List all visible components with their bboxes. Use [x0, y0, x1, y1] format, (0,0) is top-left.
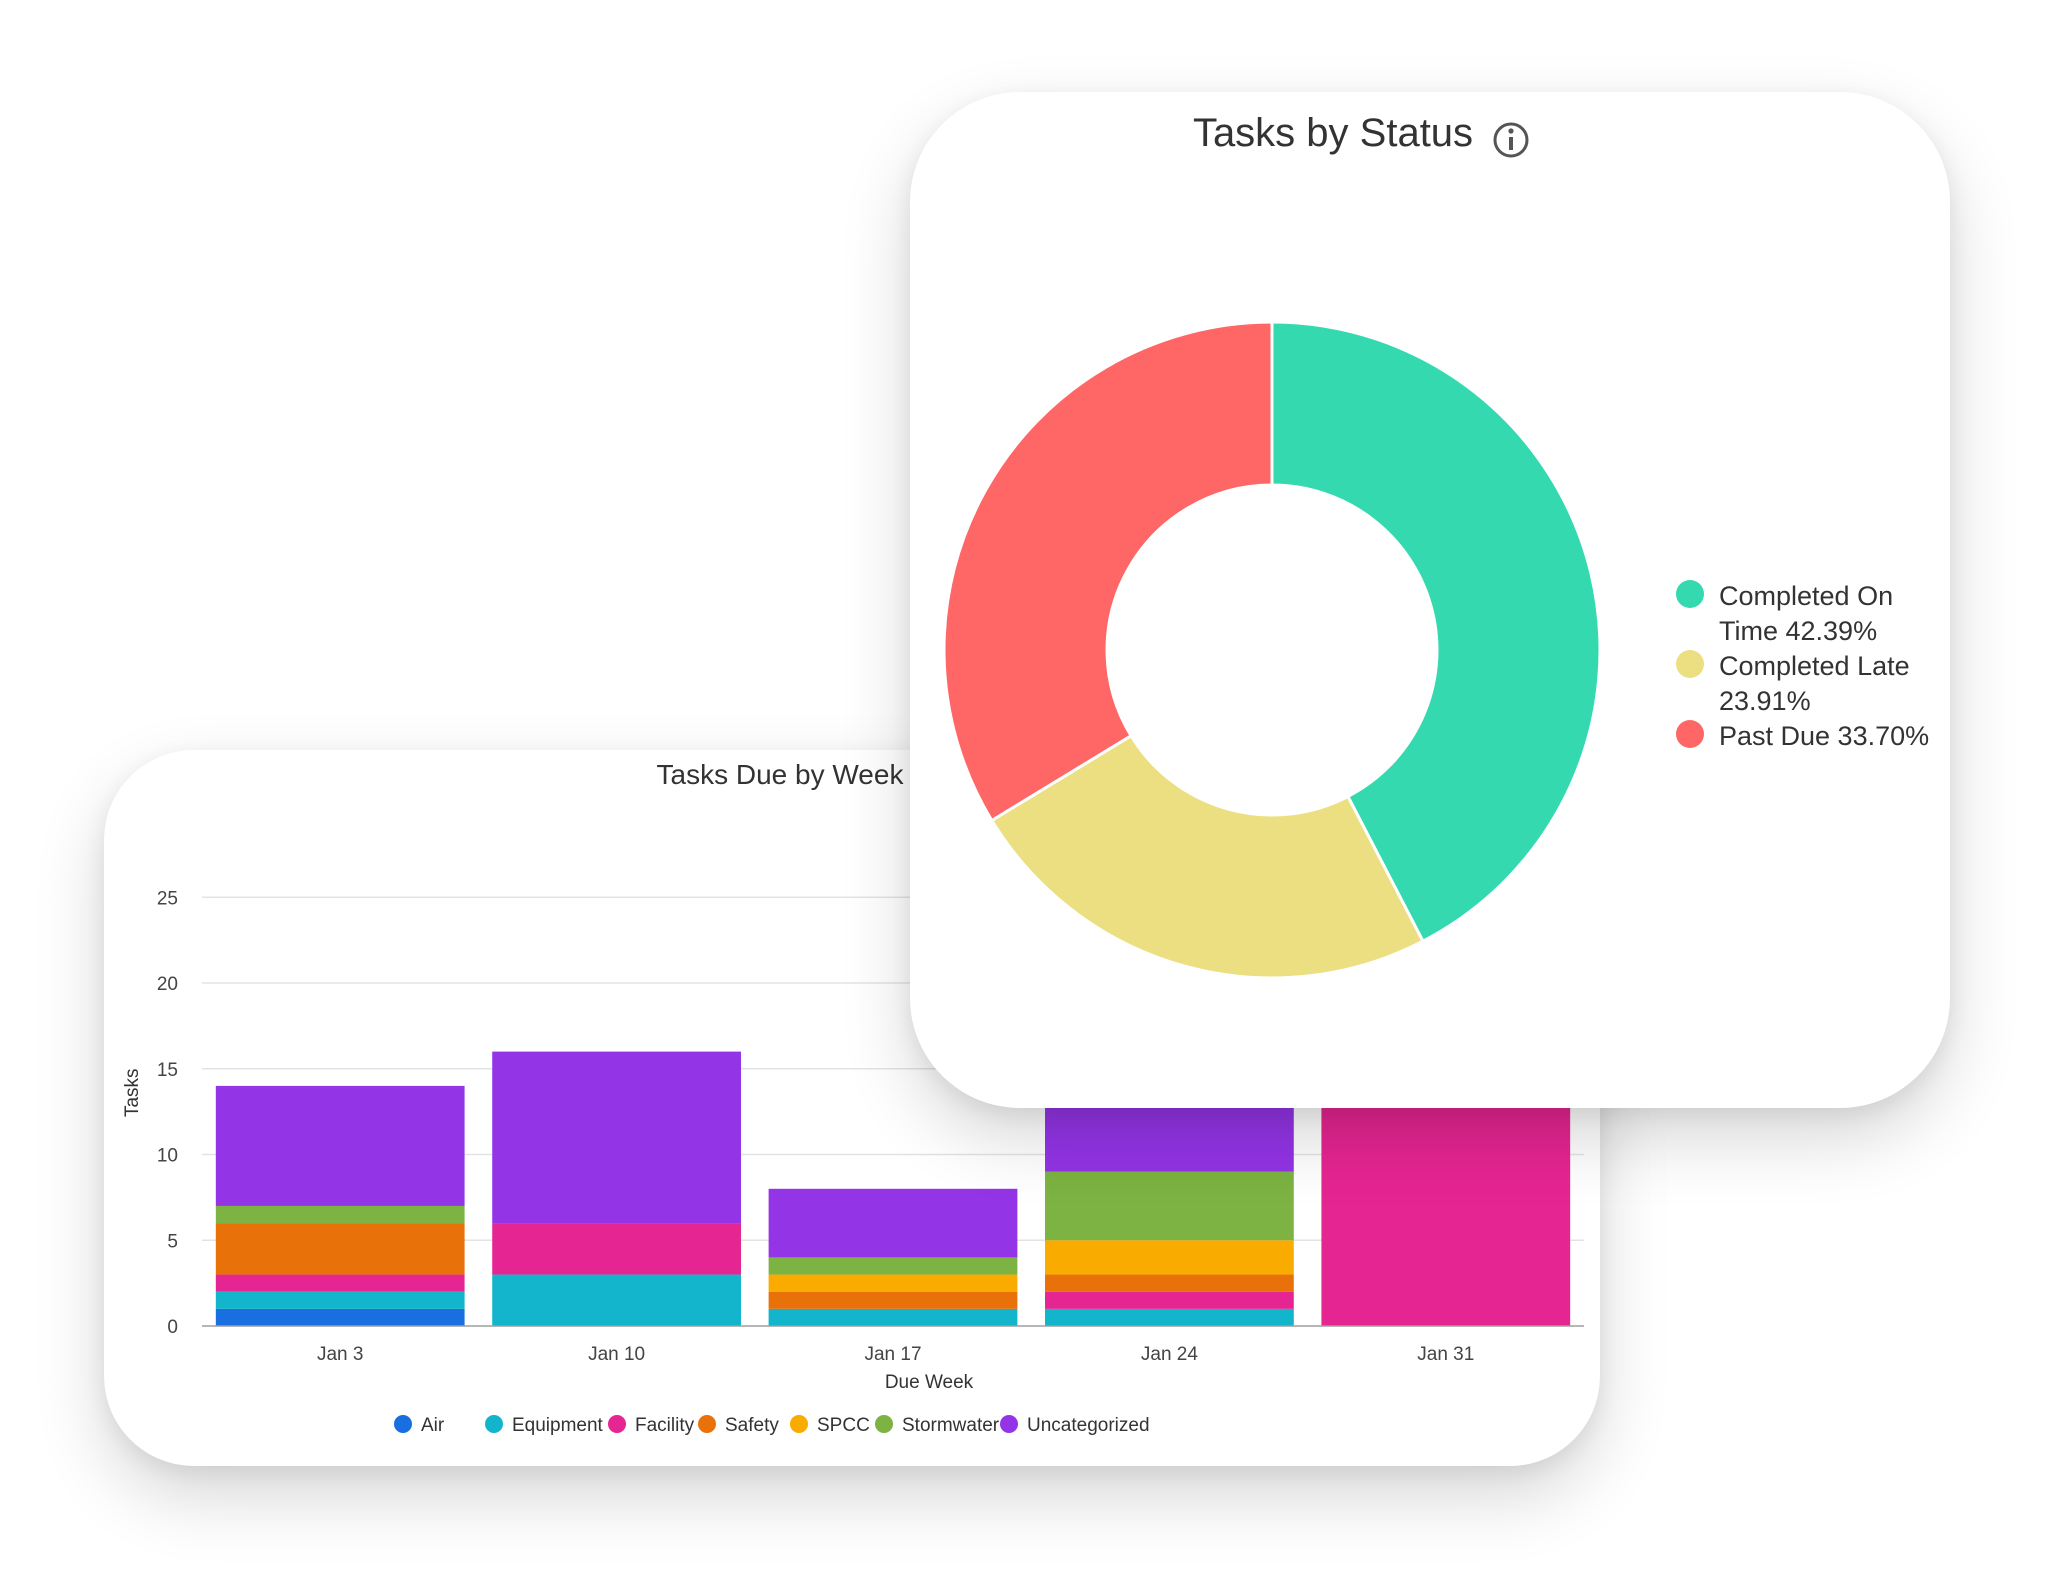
- y-tick-label: 20: [157, 974, 178, 995]
- legend-swatch: [608, 1415, 626, 1433]
- bar-segment-safety-jan-3[interactable]: [215, 1223, 465, 1275]
- legend-item-uncategorized[interactable]: Uncategorized: [1000, 1415, 1150, 1436]
- bar-segment-facility-jan-3[interactable]: [215, 1274, 465, 1292]
- legend-item-completed-late[interactable]: Completed Late 23.91%: [1676, 650, 1910, 716]
- legend-item-air[interactable]: Air: [394, 1415, 445, 1436]
- y-axis-label: Tasks: [122, 1068, 143, 1117]
- legend-swatch: [394, 1415, 412, 1433]
- tasks-due-by-week-chart: Tasks Due by Week 0 5 10 15 20 25 Jan 3 Jan 10 J…: [122, 759, 1584, 1436]
- bar-segment-stormwater-jan-17[interactable]: [768, 1257, 1018, 1275]
- status-chart-title: Tasks by Status: [1193, 111, 1473, 155]
- donut-slice-completed-on-time[interactable]: [1270, 320, 1602, 944]
- legend-label: Past Due 33.70%: [1719, 721, 1929, 751]
- legend-label: Stormwater: [902, 1415, 1000, 1436]
- y-tick-label: 0: [167, 1317, 178, 1338]
- bar-segment-spcc-jan-24[interactable]: [1045, 1240, 1294, 1275]
- legend-label: Time 42.39%: [1719, 616, 1877, 646]
- bar-segment-air-jan-3[interactable]: [215, 1308, 465, 1326]
- x-axis-label: Due Week: [885, 1372, 974, 1393]
- bar-segment-uncategorized-jan-17[interactable]: [768, 1188, 1018, 1258]
- bar-segment-stormwater-jan-24[interactable]: [1045, 1171, 1294, 1241]
- legend-swatch: [1676, 720, 1704, 748]
- bar-segment-facility-jan-10[interactable]: [492, 1223, 741, 1275]
- legend-label: Air: [421, 1415, 445, 1436]
- tasks-by-status-card: Tasks by Status Completed On Time 42.39% C…: [910, 92, 1950, 1108]
- legend-swatch: [485, 1415, 503, 1433]
- legend-item-stormwater[interactable]: Stormwater: [875, 1415, 1000, 1436]
- bar-segment-facility-jan-24[interactable]: [1045, 1291, 1294, 1309]
- x-tick-label: Jan 31: [1417, 1344, 1474, 1365]
- bar-segment-equipment-jan-24[interactable]: [1045, 1308, 1294, 1326]
- x-tick-label: Jan 3: [317, 1344, 363, 1365]
- legend-label: Completed Late: [1719, 651, 1910, 681]
- legend-swatch: [1000, 1415, 1018, 1433]
- legend-item-past-due[interactable]: Past Due 33.70%: [1676, 720, 1929, 751]
- legend-item-facility[interactable]: Facility: [608, 1415, 695, 1436]
- bar-segment-equipment-jan-10[interactable]: [492, 1274, 741, 1326]
- y-tick-label: 25: [157, 888, 178, 909]
- legend-swatch: [1676, 650, 1704, 678]
- bar-segment-equipment-jan-17[interactable]: [768, 1308, 1018, 1326]
- bar-segment-uncategorized-jan-10[interactable]: [492, 1051, 741, 1224]
- legend-item-equipment[interactable]: Equipment: [485, 1415, 604, 1436]
- x-tick-label: Jan 24: [1141, 1344, 1198, 1365]
- legend-item-safety[interactable]: Safety: [698, 1415, 779, 1436]
- bar-segment-safety-jan-17[interactable]: [768, 1291, 1018, 1309]
- legend-label: 23.91%: [1719, 686, 1811, 716]
- info-icon[interactable]: [1493, 122, 1529, 158]
- x-tick-label: Jan 17: [864, 1344, 921, 1365]
- bar-segment-equipment-jan-3[interactable]: [215, 1291, 465, 1309]
- bar-chart-title: Tasks Due by Week: [657, 759, 905, 790]
- y-tick-label: 5: [167, 1231, 178, 1252]
- legend-label: Safety: [725, 1415, 779, 1436]
- legend-swatch: [875, 1415, 893, 1433]
- legend-swatch: [1676, 580, 1704, 608]
- y-tick-label: 10: [157, 1146, 178, 1167]
- legend-label: Equipment: [512, 1415, 604, 1436]
- legend-swatch: [790, 1415, 808, 1433]
- legend-item-completed-on-time[interactable]: Completed On Time 42.39%: [1676, 580, 1893, 646]
- donut-slice-past-due[interactable]: [942, 320, 1274, 823]
- legend-label: Facility: [635, 1415, 695, 1436]
- legend-label: Completed On: [1719, 581, 1893, 611]
- bar-segment-uncategorized-jan-3[interactable]: [215, 1085, 465, 1206]
- x-tick-label: Jan 10: [588, 1344, 645, 1365]
- bar-segment-safety-jan-24[interactable]: [1045, 1274, 1294, 1292]
- legend-item-spcc[interactable]: SPCC: [790, 1415, 870, 1436]
- legend-swatch: [698, 1415, 716, 1433]
- legend-label: SPCC: [817, 1415, 870, 1436]
- bar-segment-spcc-jan-17[interactable]: [768, 1274, 1018, 1292]
- donut-slice-completed-late[interactable]: [989, 733, 1425, 980]
- legend-label: Uncategorized: [1027, 1415, 1150, 1436]
- bar-segment-stormwater-jan-3[interactable]: [215, 1205, 465, 1224]
- y-tick-label: 15: [157, 1060, 178, 1081]
